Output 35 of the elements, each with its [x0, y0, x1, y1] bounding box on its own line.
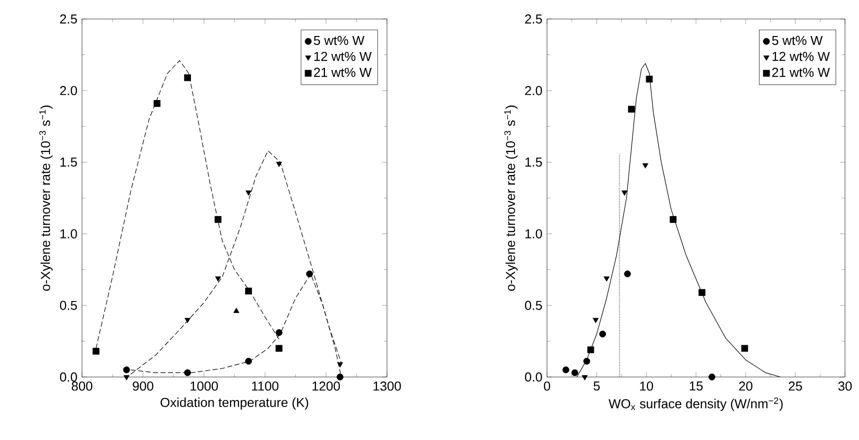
y-tick-label: 0.0: [524, 372, 542, 382]
y-tick-label: 1.0: [525, 229, 542, 238]
y-tick-label: 0.5: [524, 300, 542, 310]
y-axis-title: o-Xylene turnover rate (10$^{−3}$ s$^{−1}$): [504, 106, 518, 291]
x-tick-label: 5: [594, 382, 600, 391]
x-tick-label: 25: [788, 382, 802, 391]
legend-label: 12 wt% W: [772, 52, 830, 61]
x-tick-label: 1000: [190, 382, 218, 391]
x-tick-label: 1300: [374, 382, 401, 391]
legend-label: 21 wt% W: [772, 68, 830, 77]
x-tick-label: 30: [838, 382, 852, 391]
x-tick-label: 0: [544, 382, 550, 391]
y-tick-label: 1.5: [525, 158, 542, 167]
legend-label: 5 wt% W: [314, 36, 364, 46]
y-tick-label: 1.0: [60, 229, 77, 238]
y-tick-label: 1.5: [60, 158, 77, 167]
y-tick-label: 2.0: [525, 86, 542, 96]
x-tick-label: 900: [132, 382, 154, 391]
y-axis-title: o-Xylene turnover rate (10$^{−3}$ s$^{−1}$): [39, 106, 53, 291]
x-tick-label: 10: [640, 382, 654, 391]
x-tick-label: 20: [739, 382, 752, 391]
x-tick-label: 1200: [312, 382, 340, 391]
y-tick-label: 0.5: [60, 300, 77, 310]
x-axis-title: Oxidation temperature (K): [160, 398, 308, 410]
x-axis-title: WO$_{x}$ surface density (W/nm$^{−2}$): [608, 398, 783, 411]
y-tick-label: 2.5: [60, 14, 77, 24]
x-tick-label: 800: [72, 382, 92, 391]
y-tick-label: 2.5: [525, 14, 542, 24]
legend-label: 12 wt% W: [314, 52, 372, 61]
x-tick-label: 15: [690, 382, 703, 391]
legend-label: 21 wt% W: [314, 68, 372, 77]
x-tick-label: 1100: [252, 382, 278, 391]
y-tick-label: 0.0: [60, 372, 77, 382]
y-tick-label: 2.0: [60, 86, 77, 96]
legend-label: 5 wt% W: [772, 36, 823, 46]
